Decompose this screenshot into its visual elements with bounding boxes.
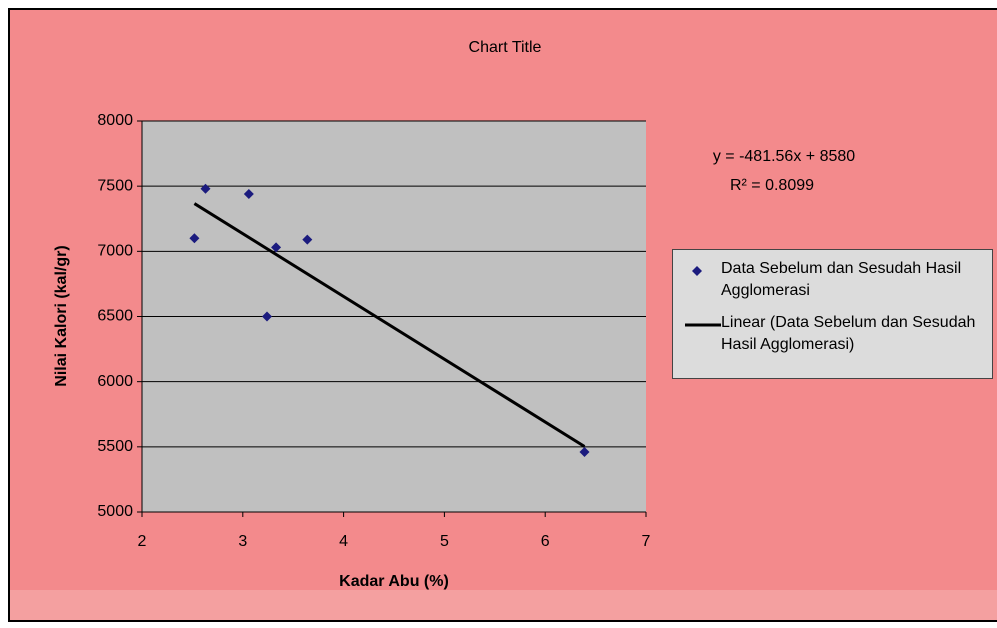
page: Chart Title Kadar Abu (%) Nilai Kalori (… [0,0,997,628]
legend-label: Linear (Data Sebelum dan Sesudah Hasil A… [721,312,992,356]
trend-r-squared: R² = 0.8099 [730,177,814,194]
x-tick-label: 6 [541,533,550,550]
x-axis-label: Kadar Abu (%) [339,573,449,590]
x-tick-label: 3 [238,533,247,550]
y-tick-label: 5500 [97,438,133,455]
x-tick-label: 7 [642,533,651,550]
legend-marker [673,318,721,332]
y-axis-label: Nilai Kalori (kal/gr) [53,245,70,386]
legend-label: Data Sebelum dan Sesudah Hasil Agglomera… [721,258,992,302]
legend-marker [673,264,721,278]
x-tick-label: 4 [339,533,348,550]
x-tick-label: 5 [440,533,449,550]
chart-area-band [10,590,997,620]
legend: Data Sebelum dan Sesudah Hasil Agglomera… [672,249,993,379]
x-tick-label: 2 [138,533,147,550]
y-tick-label: 6000 [97,373,133,390]
y-tick-label: 6500 [97,308,133,325]
legend-entry: Linear (Data Sebelum dan Sesudah Hasil A… [673,312,992,356]
y-tick-label: 8000 [97,112,133,129]
chart-title: Chart Title [469,39,542,56]
legend-diamond [692,266,702,276]
y-tick-label: 7500 [97,177,133,194]
legend-entry: Data Sebelum dan Sesudah Hasil Agglomera… [673,258,992,302]
trend-equation: y = -481.56x + 8580 [713,148,855,165]
y-tick-label: 5000 [97,503,133,520]
y-tick-label: 7000 [97,243,133,260]
